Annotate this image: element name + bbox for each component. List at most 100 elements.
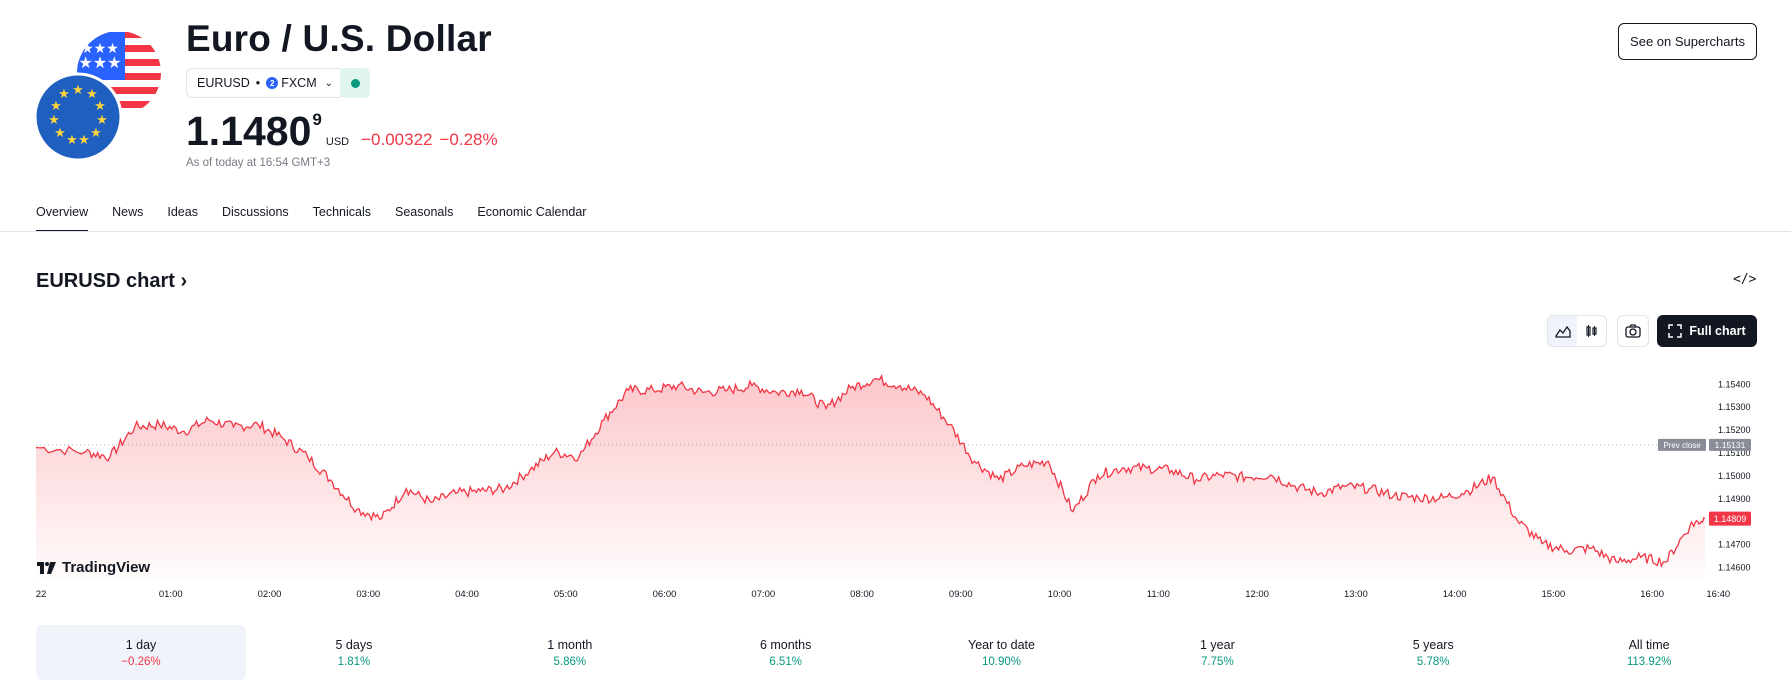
y-tick-label: 1.15100 <box>1718 448 1751 458</box>
period-label: 5 days <box>335 637 373 652</box>
price-chart[interactable]: 1.15400 1.15300 1.15200 1.15100 1.15000 1.149… <box>0 350 1791 610</box>
prev-close-label: Prev close <box>1663 441 1701 450</box>
exchange-label: FXCM <box>281 76 317 90</box>
candles-chart-icon[interactable] <box>1577 316 1606 346</box>
svg-text:★: ★ <box>90 126 102 141</box>
period-change: 7.75% <box>1201 655 1234 668</box>
period-label: 1 month <box>547 637 593 652</box>
x-tick-label: 13:00 <box>1344 589 1368 600</box>
market-status-badge[interactable] <box>340 68 370 98</box>
expand-icon <box>1668 324 1683 338</box>
price-timestamp: As of today at 16:54 GMT+3 <box>186 157 331 169</box>
x-tick-label: 05:00 <box>554 589 578 600</box>
period-1-year[interactable]: 1 year 7.75% <box>1109 625 1325 680</box>
period-change: 1.81% <box>337 655 371 668</box>
price-currency: USD <box>325 136 350 148</box>
svg-text:★: ★ <box>94 99 106 114</box>
x-tick-label: 08:00 <box>850 589 874 600</box>
period-5-days[interactable]: 5 days 1.81% <box>246 625 462 680</box>
x-tick-label: 02:00 <box>258 589 282 600</box>
price-fraction: 9 <box>312 110 322 129</box>
tab-bar: Overview News Ideas Discussions Technica… <box>36 205 610 232</box>
period-all-time[interactable]: All time 113.92% <box>1541 625 1757 680</box>
x-tick-label: 11:00 <box>1147 589 1170 600</box>
y-tick-label: 1.15000 <box>1718 471 1751 481</box>
symbol-label: EURUSD <box>197 76 250 90</box>
prev-close-value-badge <box>1709 438 1751 451</box>
svg-text:★: ★ <box>50 99 62 114</box>
svg-text:★: ★ <box>58 87 70 102</box>
page-title: Euro / U.S. Dollar <box>186 18 492 59</box>
tab-news[interactable]: News <box>112 205 144 219</box>
y-tick-label: 1.14600 <box>1718 563 1751 573</box>
tab-discussions[interactable]: Discussions <box>221 205 289 219</box>
svg-text:★: ★ <box>54 126 66 141</box>
chart-type-toggle <box>1547 315 1607 347</box>
tradingview-logo-text: TradingView <box>62 559 151 576</box>
tab-seasonals[interactable]: Seasonals <box>395 205 454 219</box>
svg-text:★: ★ <box>72 83 84 98</box>
y-tick-label: 1.15300 <box>1718 402 1751 412</box>
separator-dot: • <box>255 76 261 90</box>
code-icon[interactable]: </> <box>1733 272 1757 287</box>
period-5-years[interactable]: 5 years 5.78% <box>1325 625 1541 680</box>
svg-text:★: ★ <box>86 87 98 102</box>
period-label: 6 months <box>759 637 812 652</box>
y-tick-label: 1.15400 <box>1718 379 1751 389</box>
market-open-icon <box>350 78 360 88</box>
eu-flag-icon <box>34 72 123 162</box>
period-label: 1 day <box>125 637 157 652</box>
period-label: Year to date <box>968 637 1035 652</box>
period-label: All time <box>1628 637 1670 652</box>
svg-text:★: ★ <box>66 133 78 148</box>
period-change: 5.86% <box>553 655 587 668</box>
symbol-selector[interactable]: EURUSD • 2 FXCM ⌄ <box>186 68 344 98</box>
x-tick-label: 06:00 <box>653 589 677 600</box>
tab-overview[interactable]: Overview <box>36 205 89 232</box>
period-1-day[interactable]: 1 day −0.26% <box>36 625 246 680</box>
x-tick-label: 12:00 <box>1245 589 1269 600</box>
svg-text:★★★: ★★★ <box>81 41 119 57</box>
x-tick-label: 03:00 <box>356 589 380 600</box>
x-tick-label: 16:40 <box>1706 589 1730 600</box>
period-label: 1 year <box>1199 637 1235 652</box>
full-chart-label: Full chart <box>1689 324 1746 338</box>
prev-close-badge <box>1658 438 1706 451</box>
period-year-to-date[interactable]: Year to date 10.90% <box>894 625 1110 680</box>
x-tick-label: 15:00 <box>1541 589 1565 600</box>
camera-icon[interactable] <box>1617 315 1649 347</box>
tab-technicals[interactable]: Technicals <box>312 205 372 219</box>
price-main: 1.1480 <box>186 108 312 154</box>
tab-ideas[interactable]: Ideas <box>167 205 198 219</box>
period-6-months[interactable]: 6 months 6.51% <box>678 625 894 680</box>
see-on-supercharts-button[interactable]: See on Supercharts <box>1618 23 1757 60</box>
flag-icons: ★★★ ★★★ ★ ★ ★ ★ ★ ★ ★ ★ ★ ★ ★ <box>34 32 161 162</box>
svg-text:★: ★ <box>48 113 60 128</box>
price-line <box>35 374 1706 569</box>
x-tick-label: 04:00 <box>455 589 479 600</box>
price-change: −0.00322 <box>361 130 433 149</box>
svg-text:★★★: ★★★ <box>78 53 121 72</box>
chart-section-title[interactable]: EURUSD chart › <box>36 270 188 292</box>
area-chart-icon[interactable] <box>1548 316 1577 346</box>
x-tick-label: 16:00 <box>1640 589 1664 600</box>
price-area-fill <box>36 375 1705 578</box>
x-tick-label: 07:00 <box>751 589 775 600</box>
period-change: 5.78% <box>1416 655 1450 668</box>
x-tick-label: 22 <box>36 589 47 600</box>
x-tick-label: 09:00 <box>949 589 973 600</box>
price-change-percent: −0.28% <box>439 130 498 149</box>
full-chart-button[interactable]: Full chart <box>1657 315 1757 347</box>
tradingview-logo: TradingView <box>36 559 150 576</box>
exchange-icon: 2 <box>266 77 279 89</box>
currency-flags: ★★★ ★★★ ★ ★ ★ ★ ★ ★ ★ ★ ★ ★ ★ <box>34 32 164 162</box>
period-selector: 1 day −0.26% 5 days 1.81% 1 month 5.86% … <box>36 625 1757 680</box>
period-label: 5 years <box>1412 637 1454 652</box>
tab-economic-calendar[interactable]: Economic Calendar <box>477 205 587 219</box>
period-1-month[interactable]: 1 month 5.86% <box>462 625 678 680</box>
tradingview-logo-icon <box>37 561 56 574</box>
price-display: 1.1480 9 USD −0.00322 −0.28% <box>186 108 498 155</box>
svg-text:★: ★ <box>78 133 90 148</box>
x-tick-label: 10:00 <box>1048 589 1072 600</box>
tab-divider <box>0 231 1791 232</box>
